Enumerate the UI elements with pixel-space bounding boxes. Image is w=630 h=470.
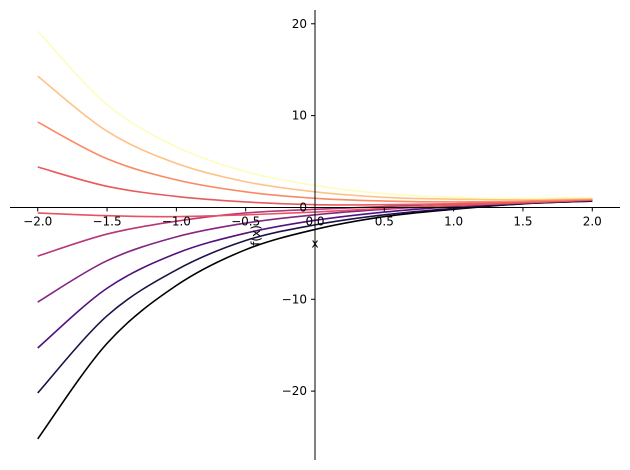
x-tick-label: 0.0: [305, 214, 324, 228]
x-tick-label: −1.0: [162, 214, 191, 228]
x-tick-label: 0.5: [375, 214, 394, 228]
x-tick-label: −2.0: [23, 214, 52, 228]
x-tick-label: 2.0: [583, 214, 602, 228]
y-tick-label: 10: [292, 109, 307, 123]
x-tick-label: 1.0: [444, 214, 463, 228]
y-tick-label: −20: [282, 384, 307, 398]
series-line-9: [37, 30, 593, 200]
x-ticks: −2.0 −1.5 −1.0 −0.5 0.0 0.5 1.0 1.5 2.0: [23, 207, 602, 228]
x-tick-label: −1.5: [92, 214, 121, 228]
series-line-1: [37, 200, 593, 394]
y-ticks: −20 −10 0 10 20: [282, 17, 315, 398]
x-tick-label: 1.5: [513, 214, 532, 228]
x-axis-label: x: [311, 236, 318, 250]
y-axis-label: f(x): [249, 225, 263, 246]
x-tick-label: −0.5: [231, 214, 260, 228]
y-tick-label: 0: [299, 200, 307, 214]
y-tick-label: 20: [292, 17, 307, 31]
y-tick-label: −10: [282, 292, 307, 306]
